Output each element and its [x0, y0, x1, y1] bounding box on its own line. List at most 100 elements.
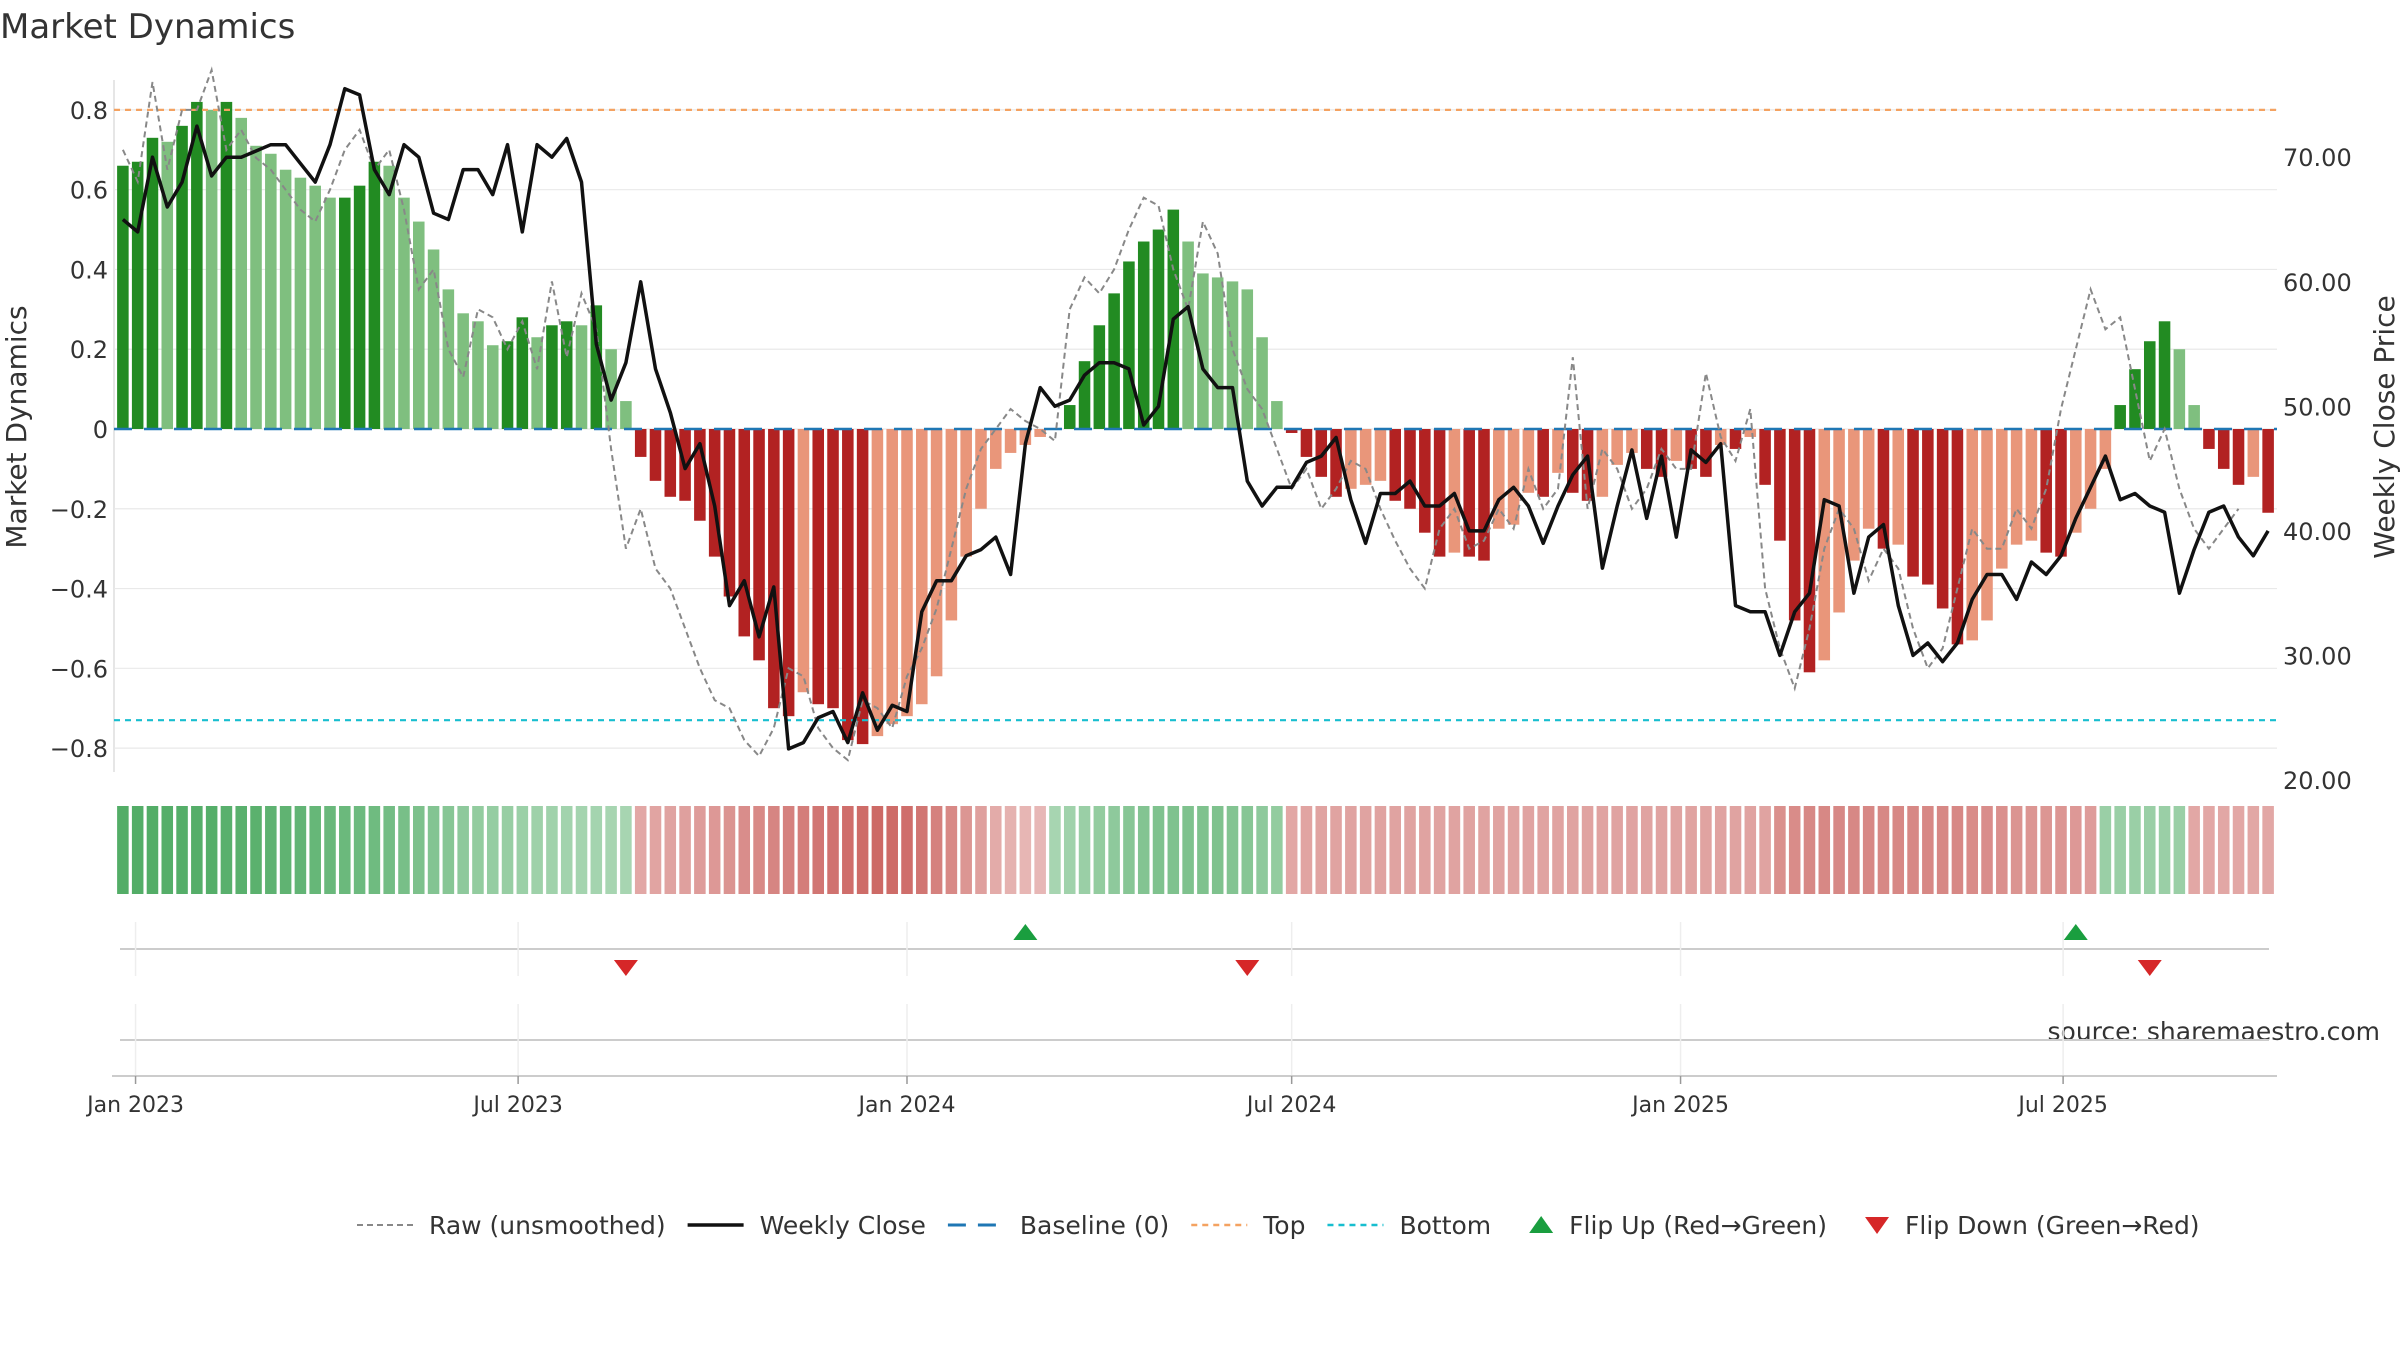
dynamics-bar	[1019, 428, 1032, 445]
dynamics-bar	[856, 428, 869, 745]
dynamics-bar	[1552, 428, 1564, 473]
dynamics-bar	[2070, 428, 2082, 533]
dynamics-bar	[2217, 428, 2230, 469]
dynamics-bar	[2232, 428, 2245, 485]
dynamics-bar	[339, 197, 351, 429]
strip-cell	[279, 806, 292, 894]
dynamics-bar	[916, 428, 928, 705]
dynamics-bar	[531, 337, 543, 429]
x-tick-label: Jul 2025	[2016, 1093, 2108, 1118]
dynamics-bar	[383, 165, 395, 429]
dynamics-bar	[146, 137, 159, 429]
strip-cell	[990, 806, 1002, 894]
strip-cell	[1936, 806, 1949, 894]
dynamics-bar	[353, 185, 366, 429]
strip-cell	[1359, 806, 1372, 894]
strip-cell	[827, 806, 839, 894]
dynamics-bar	[2025, 428, 2038, 541]
strip-cell	[1271, 806, 1283, 894]
chart-title: Market Dynamics	[0, 7, 295, 47]
strip-cell	[1345, 806, 1357, 894]
strip-cell	[2055, 806, 2067, 894]
strip-cell	[2143, 806, 2156, 894]
strip-cell	[1611, 806, 1623, 894]
strip-cell	[265, 806, 277, 894]
dynamics-bar	[1981, 428, 1993, 621]
strip-cell	[1152, 806, 1165, 894]
strip-cell	[1714, 806, 1727, 894]
dynamics-bar	[708, 428, 721, 557]
dynamics-bar	[1566, 428, 1579, 493]
strip-cell	[2070, 806, 2082, 894]
strip-cell	[220, 806, 233, 894]
dynamics-bar	[1433, 428, 1446, 557]
strip-cell	[1093, 806, 1106, 894]
dynamics-bar	[1862, 428, 1875, 529]
raw-line	[121, 66, 2240, 762]
strip-cell	[1063, 806, 1076, 894]
dynamics-bar	[1226, 281, 1239, 429]
strip-cell	[2247, 806, 2260, 894]
dynamics-bar	[1078, 361, 1091, 429]
strength-strip	[117, 806, 2274, 894]
strip-cell	[1167, 806, 1180, 894]
dynamics-bar	[1877, 428, 1890, 549]
left-tick-label: −0.8	[50, 735, 108, 763]
strip-cell	[2158, 806, 2171, 894]
strip-cell	[575, 806, 588, 894]
dynamics-bar	[176, 125, 188, 429]
strip-cell	[1315, 806, 1328, 894]
dynamics-bar	[2247, 428, 2260, 477]
strip-cell	[1907, 806, 1919, 894]
flip-panel	[120, 922, 2269, 976]
dynamics-bar	[1907, 428, 1919, 577]
dynamics-bar	[205, 109, 218, 429]
dynamics-bar	[546, 325, 558, 429]
dynamics-bar	[1197, 273, 1209, 429]
strip-cell	[191, 806, 203, 894]
left-tick-label: 0	[93, 416, 108, 444]
dynamics-bar	[191, 101, 203, 429]
strip-cell	[472, 806, 484, 894]
x-tick-label: Jan 2025	[1630, 1093, 1729, 1118]
strip-cell	[1655, 806, 1668, 894]
dynamics-bar	[1700, 428, 1712, 477]
dynamics-bar	[1359, 428, 1372, 485]
dynamics-bar	[827, 428, 839, 709]
strip-cell	[1744, 806, 1757, 894]
flip-up-marker	[1013, 924, 1038, 940]
strip-cell	[501, 806, 514, 894]
dynamics-bar	[1004, 428, 1017, 453]
strip-cell	[2262, 806, 2274, 894]
dynamics-bar	[1182, 241, 1194, 429]
strip-cell	[1522, 806, 1535, 894]
strip-cell	[1552, 806, 1564, 894]
strip-cell	[2129, 806, 2141, 894]
strip-cell	[1478, 806, 1490, 894]
dynamics-bar	[1034, 428, 1046, 437]
left-tick-label: 0.2	[70, 336, 108, 364]
x-tick-label: Jul 2023	[471, 1093, 563, 1118]
strip-cell	[856, 806, 869, 894]
strip-cell	[1966, 806, 1978, 894]
flip-down-marker	[2137, 960, 2162, 976]
legend-label: Flip Up (Red→Green)	[1569, 1211, 1827, 1240]
dynamics-bar	[250, 145, 262, 429]
strip-cell	[1241, 806, 1254, 894]
legend-label: Baseline (0)	[1020, 1211, 1169, 1240]
strip-cell	[1685, 806, 1697, 894]
dynamics-bar	[1833, 428, 1845, 613]
left-tick-label: −0.4	[50, 576, 108, 604]
dynamics-bar	[2203, 428, 2215, 449]
dynamics-bar	[368, 161, 381, 429]
strip-cell	[1670, 806, 1683, 894]
strip-cell	[1374, 806, 1387, 894]
strip-cell	[309, 806, 321, 894]
left-tick-label: 0.4	[70, 256, 108, 284]
strip-cell	[649, 806, 662, 894]
dynamics-bar	[2055, 428, 2067, 557]
dynamics-bar	[1966, 428, 1978, 641]
dynamics-bar	[1729, 428, 1742, 449]
dynamics-bar	[1507, 428, 1520, 525]
strip-cell	[1803, 806, 1816, 894]
